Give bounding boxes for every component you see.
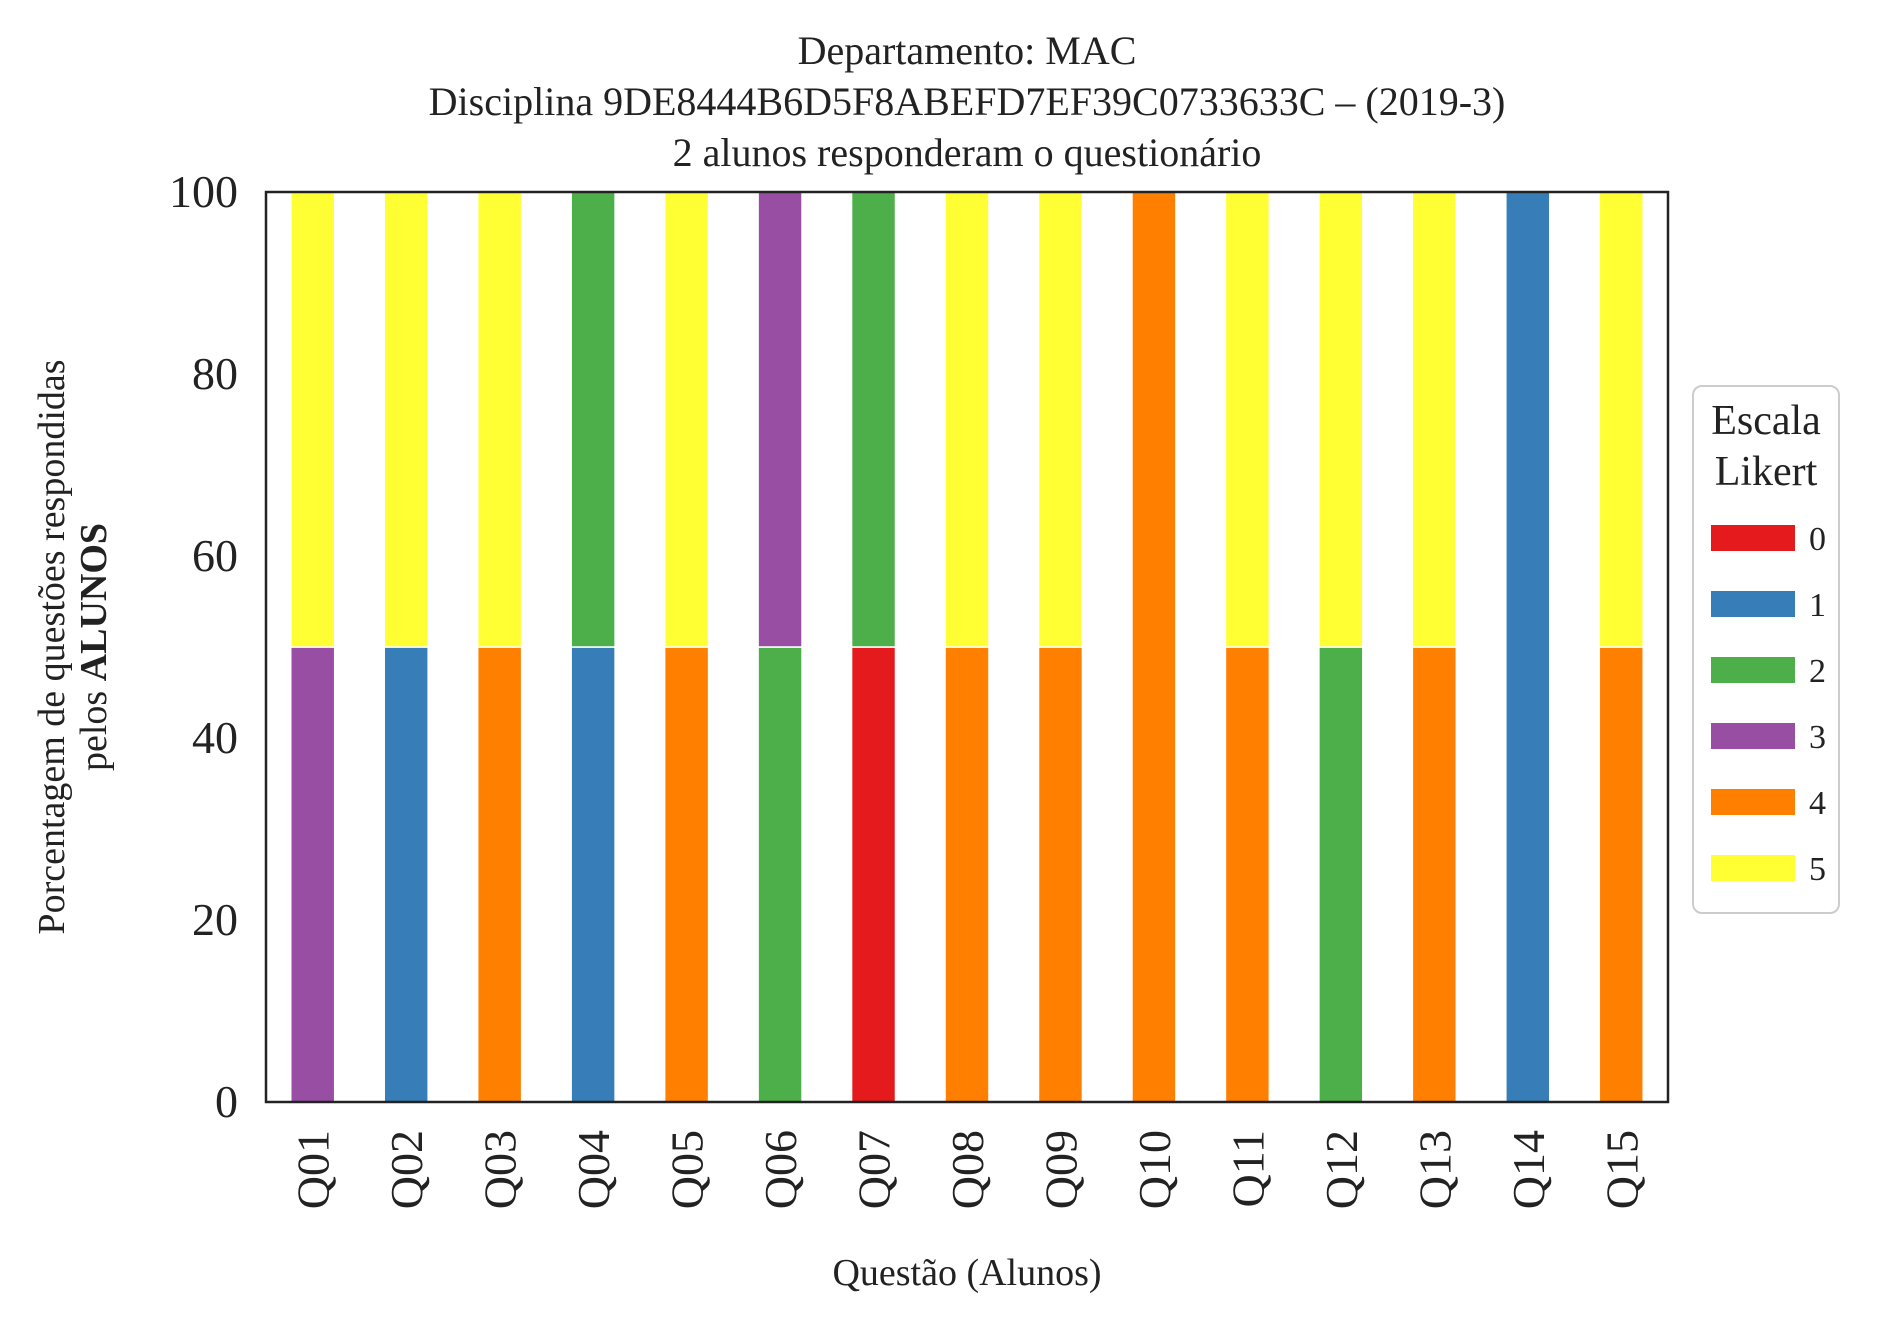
x-tick-label-Q07: Q07 <box>849 1130 900 1209</box>
bar-Q12-level-2 <box>1318 646 1364 1103</box>
bar-Q03-level-5 <box>476 191 523 648</box>
y-axis-label: Porcentagem de questões respondidas pelo… <box>31 359 115 934</box>
y-axis-label-line-2: pelos ALUNOS <box>73 523 115 771</box>
y-axis-label-bold: ALUNOS <box>73 523 115 681</box>
x-axis-label: Questão (Alunos) <box>832 1252 1101 1294</box>
bar-Q12-level-5 <box>1318 191 1364 648</box>
y-tick-label: 100 <box>169 166 238 217</box>
legend-title-line-1: Escala <box>1711 398 1821 444</box>
legend-swatch-5 <box>1711 855 1795 881</box>
bar-Q07-level-0 <box>850 646 897 1103</box>
bar-Q05-level-5 <box>663 191 710 648</box>
x-axis-ticks: Q01 Q02 Q03 Q04 Q05 Q06 Q07 Q08 Q09 Q10 Q11 Q12 Q13 Q… <box>288 1130 1648 1209</box>
bar-Q07-level-2 <box>850 191 897 648</box>
bar-Q08-level-4 <box>944 646 990 1103</box>
bar-Q06-level-2 <box>757 646 803 1103</box>
legend: Escala Likert 0 1 2 3 4 5 <box>1692 385 1840 914</box>
x-tick-label-Q01: Q01 <box>288 1130 339 1209</box>
chart-title: Departamento: MAC Disciplina 9DE8444B6D5… <box>429 28 1506 175</box>
x-tick-label-Q03: Q03 <box>475 1130 526 1209</box>
x-tick-label-Q04: Q04 <box>568 1130 619 1209</box>
bar-Q02-level-1 <box>383 646 429 1103</box>
bar-Q04-level-1 <box>570 646 616 1103</box>
bar-Q04-level-2 <box>570 191 616 648</box>
legend-box <box>1692 385 1840 914</box>
bar-Q05-level-4 <box>663 646 710 1103</box>
y-tick-label: 40 <box>192 712 238 763</box>
bar-Q15-level-4 <box>1598 646 1644 1103</box>
y-axis-ticks: 0 20 40 60 80 100 <box>169 166 238 1127</box>
bar-Q13-level-4 <box>1411 646 1458 1103</box>
bar-Q01-level-3 <box>290 646 336 1103</box>
bar-Q11-level-5 <box>1224 191 1271 648</box>
y-axis-label-line-1: Porcentagem de questões respondidas <box>31 359 73 934</box>
bar-Q14-level-1 <box>1505 191 1551 1103</box>
legend-title-line-2: Likert <box>1715 449 1818 495</box>
x-tick-label-Q10: Q10 <box>1129 1130 1180 1209</box>
chart-title-line-3: 2 alunos responderam o questionário <box>673 130 1262 175</box>
y-tick-label: 80 <box>192 348 238 399</box>
legend-label-2: 2 <box>1809 653 1826 690</box>
legend-swatch-2 <box>1711 657 1795 683</box>
x-tick-label-Q08: Q08 <box>942 1130 993 1209</box>
bar-Q13-level-5 <box>1411 191 1458 648</box>
legend-swatch-0 <box>1711 525 1795 551</box>
x-tick-label-Q15: Q15 <box>1596 1130 1647 1209</box>
y-tick-label: 20 <box>192 894 238 945</box>
x-tick-label-Q06: Q06 <box>755 1130 806 1209</box>
legend-items: 0 1 2 3 4 5 <box>1711 521 1826 888</box>
legend-label-3: 3 <box>1809 719 1826 756</box>
chart-title-line-1: Departamento: MAC <box>798 28 1137 73</box>
legend-label-1: 1 <box>1809 587 1826 624</box>
bar-Q09-level-5 <box>1037 191 1084 648</box>
bars-layer <box>290 191 1644 1103</box>
bar-Q06-level-3 <box>757 191 803 648</box>
bar-Q02-level-5 <box>383 191 429 648</box>
plot-frame <box>264 190 1670 1104</box>
bar-Q01-level-5 <box>290 191 336 648</box>
legend-label-5: 5 <box>1809 851 1826 888</box>
bar-Q08-level-5 <box>944 191 990 648</box>
chart-title-line-2: Disciplina 9DE8444B6D5F8ABEFD7EF39C07336… <box>429 79 1506 124</box>
x-tick-label-Q05: Q05 <box>662 1130 713 1209</box>
legend-label-4: 4 <box>1809 785 1826 822</box>
bar-Q15-level-5 <box>1598 191 1644 648</box>
x-tick-label-Q14: Q14 <box>1503 1130 1554 1209</box>
legend-swatch-1 <box>1711 591 1795 617</box>
x-tick-label-Q11: Q11 <box>1222 1130 1273 1208</box>
legend-swatch-4 <box>1711 789 1795 815</box>
bar-Q10-level-4 <box>1131 191 1177 1103</box>
bar-Q11-level-4 <box>1224 646 1271 1103</box>
y-axis-label-prefix: pelos <box>73 681 115 771</box>
legend-swatch-3 <box>1711 723 1795 749</box>
legend-label-0: 0 <box>1809 521 1826 558</box>
y-tick-label: 60 <box>192 530 238 581</box>
bar-Q09-level-4 <box>1037 646 1084 1103</box>
y-tick-label: 0 <box>215 1076 238 1127</box>
x-tick-label-Q02: Q02 <box>381 1130 432 1209</box>
bar-Q03-level-4 <box>476 646 523 1103</box>
x-tick-label-Q13: Q13 <box>1409 1130 1460 1209</box>
x-tick-label-Q12: Q12 <box>1316 1130 1367 1209</box>
x-tick-label-Q09: Q09 <box>1035 1130 1086 1209</box>
